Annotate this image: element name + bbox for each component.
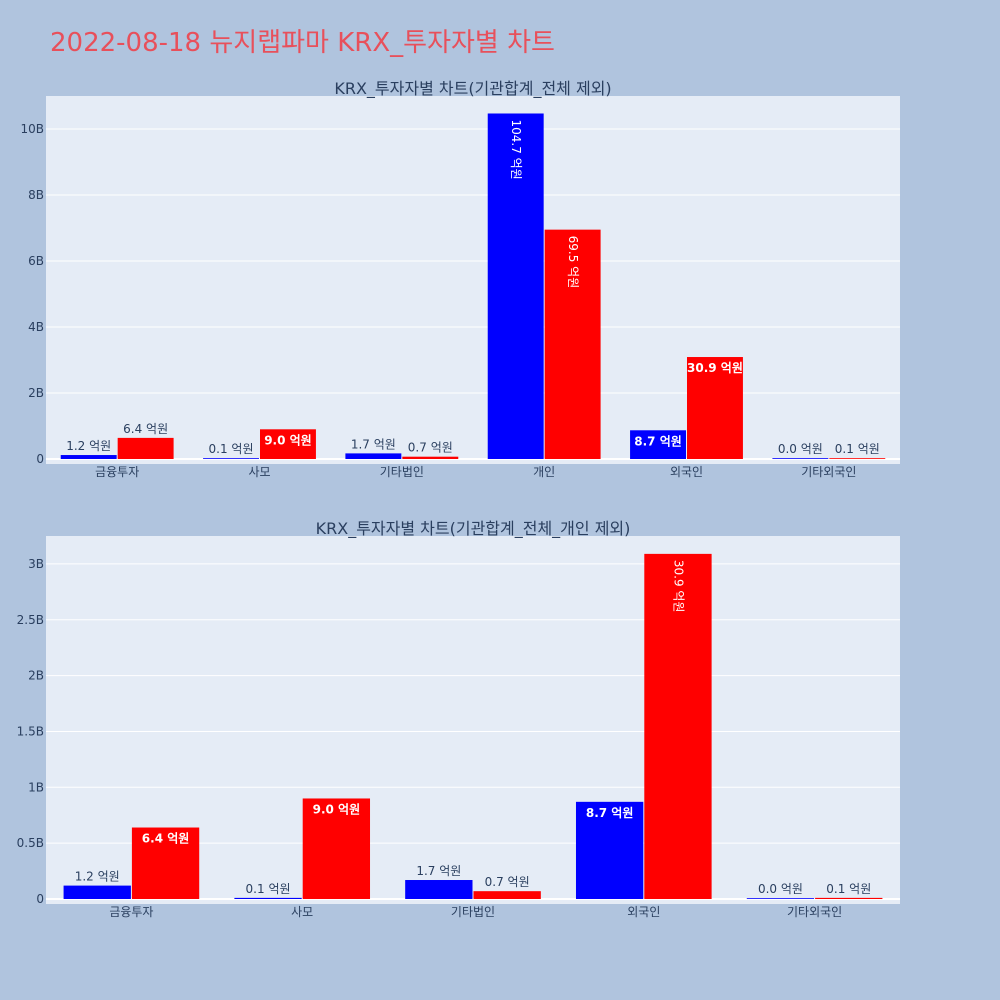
y-tick-label: 2.5B bbox=[17, 613, 44, 627]
y-tick-label: 0.5B bbox=[17, 836, 44, 850]
data-label: 0.7 억원 bbox=[408, 441, 453, 455]
data-label: 104.7 억원 bbox=[509, 119, 523, 179]
bar bbox=[746, 898, 815, 899]
page-title: 2022-08-18 뉴지랩파마 KRX_투자자별 차트 bbox=[50, 28, 555, 58]
data-label: 30.9 억원 bbox=[671, 560, 685, 613]
y-tick-label: 8B bbox=[28, 188, 44, 202]
chart-bottom: KRX_투자자별 차트(기관합계_전체_개인 제외) 0 0.5B 1B 1.5B 2B 2… bbox=[17, 519, 900, 919]
data-label: 69.5 억원 bbox=[566, 236, 580, 289]
data-label: 0.1 억원 bbox=[826, 882, 871, 896]
data-label: 8.7 억원 bbox=[634, 434, 682, 448]
bar bbox=[487, 113, 544, 460]
bar bbox=[260, 429, 316, 459]
bar bbox=[630, 430, 686, 459]
bar bbox=[829, 458, 886, 459]
plot-background bbox=[46, 96, 900, 464]
data-label: 6.4 억원 bbox=[142, 832, 190, 846]
bar bbox=[131, 827, 200, 899]
bar bbox=[644, 553, 712, 899]
data-label: 30.9 억원 bbox=[687, 361, 743, 375]
bar bbox=[815, 897, 883, 899]
x-tick-label: 금융투자 bbox=[109, 905, 153, 919]
data-label: 1.7 억원 bbox=[416, 864, 461, 878]
bar bbox=[234, 897, 302, 899]
data-label: 1.2 억원 bbox=[66, 439, 111, 453]
x-tick-label: 사모 bbox=[291, 905, 313, 919]
chart-top: KRX_투자자별 차트(기관합계_전체 제외) 0 2B 4B 6B 8B 10B 금융투자 1… bbox=[20, 79, 900, 479]
bar bbox=[117, 437, 174, 459]
y-tick-label: 10B bbox=[20, 122, 44, 136]
data-label: 0.1 억원 bbox=[835, 442, 880, 456]
data-label: 6.4 억원 bbox=[123, 422, 168, 436]
y-tick-label: 0 bbox=[36, 452, 44, 466]
bar bbox=[687, 357, 743, 459]
data-label: 8.7 억원 bbox=[586, 806, 634, 820]
bar bbox=[544, 229, 601, 459]
chart-title: KRX_투자자별 차트(기관합계_전체_개인 제외) bbox=[316, 519, 631, 539]
y-tick-label: 6B bbox=[28, 254, 44, 268]
x-tick-label: 개인 bbox=[533, 465, 555, 479]
data-label: 1.7 억원 bbox=[351, 437, 396, 451]
x-tick-label: 사모 bbox=[248, 465, 270, 479]
data-label: 9.0 억원 bbox=[264, 433, 312, 447]
bar bbox=[203, 458, 259, 459]
bar bbox=[402, 456, 459, 459]
bar bbox=[473, 891, 541, 899]
y-tick-label: 2B bbox=[28, 386, 44, 400]
data-label: 0.1 억원 bbox=[246, 882, 291, 896]
x-tick-label: 기타법인 bbox=[380, 465, 424, 479]
x-tick-label: 금융투자 bbox=[95, 465, 139, 479]
data-label: 0.0 억원 bbox=[778, 442, 823, 456]
data-label: 0.7 억원 bbox=[485, 875, 530, 889]
bar bbox=[60, 455, 117, 459]
data-label: 0.1 억원 bbox=[209, 442, 254, 456]
bar bbox=[772, 458, 829, 459]
bar bbox=[302, 798, 371, 899]
bar bbox=[405, 880, 473, 899]
y-tick-label: 3B bbox=[28, 557, 44, 571]
x-tick-label: 기타외국인 bbox=[801, 465, 856, 479]
y-tick-label: 2B bbox=[28, 669, 44, 683]
x-tick-label: 외국인 bbox=[670, 465, 703, 479]
x-tick-label: 외국인 bbox=[627, 905, 660, 919]
data-label: 0.0 억원 bbox=[758, 882, 803, 896]
data-label: 1.2 억원 bbox=[75, 870, 120, 884]
bar bbox=[345, 453, 402, 459]
chart-title: KRX_투자자별 차트(기관합계_전체 제외) bbox=[334, 79, 611, 99]
x-tick-label: 기타법인 bbox=[451, 905, 495, 919]
x-tick-label: 기타외국인 bbox=[787, 905, 842, 919]
bar bbox=[575, 801, 644, 899]
y-tick-label: 4B bbox=[28, 320, 44, 334]
y-tick-label: 1B bbox=[28, 780, 44, 794]
data-label: 9.0 억원 bbox=[313, 802, 361, 816]
bar bbox=[63, 885, 131, 899]
y-tick-label: 1.5B bbox=[17, 724, 44, 738]
y-tick-label: 0 bbox=[36, 892, 44, 906]
